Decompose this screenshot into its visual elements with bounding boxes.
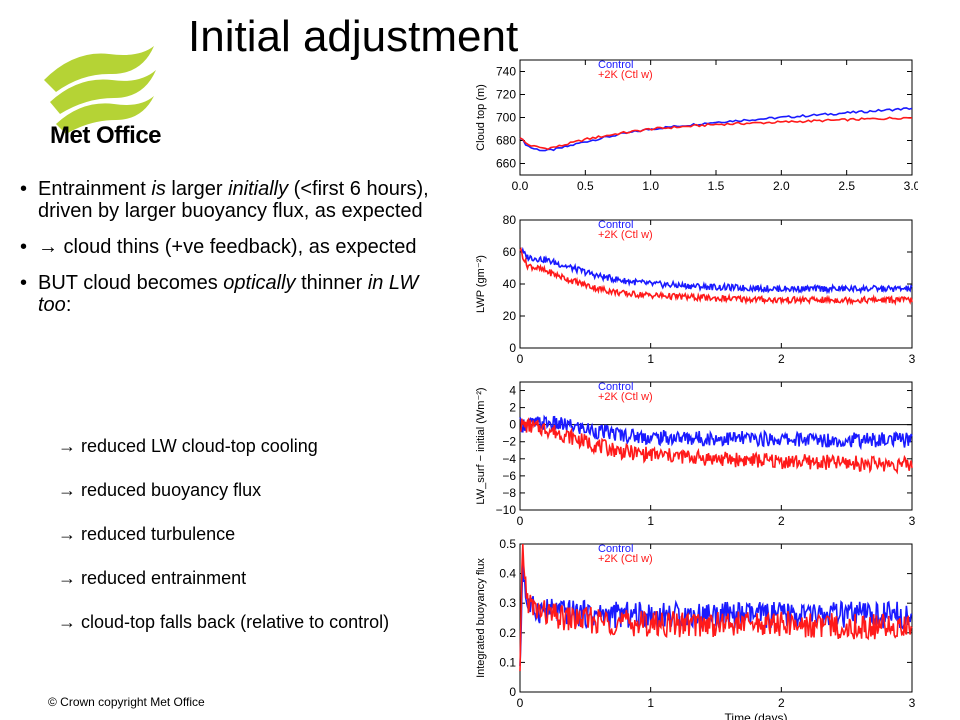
x-tick-label: 2.5 [838, 179, 855, 193]
y-axis-label: LWP (gm⁻²) [475, 255, 487, 313]
series-line [519, 417, 913, 475]
y-axis-label: LW_surf − initial (Wm⁻²) [475, 387, 487, 504]
plot-frame [519, 59, 913, 176]
sub-item: → cloud-top falls back (relative to cont… [58, 612, 390, 632]
y-tick-label: 0.5 [499, 537, 516, 551]
y-tick-label: −8 [502, 486, 516, 500]
x-axis-label: Time (days) [725, 711, 788, 720]
x-tick-label: 0 [517, 696, 524, 710]
cloud-top-chart: 0.0 0.5 1.0 1.5 2.0 2.5 3.0 660 680 700 720 740 Clou… [475, 59, 918, 193]
sub-item: → reduced LW cloud-top cooling [58, 436, 318, 456]
lw-surf-chart: 0 1 2 3 −10 −8 −6 −4 −2 0 2 4 LW_surf − initial (Wm⁻… [475, 381, 916, 528]
legend-entry: Control [598, 543, 633, 555]
y-tick-label: 80 [503, 214, 517, 227]
x-tick-label: 3 [909, 696, 916, 710]
series-line [519, 107, 913, 152]
y-tick-label: 0 [509, 685, 516, 699]
bullet-list: • Entrainment is larger initially (<first… [20, 178, 440, 330]
legend-entry: +2K (Ctl w) [598, 69, 653, 81]
x-tick-label: 1.5 [708, 179, 725, 193]
x-tick-label: 0.0 [512, 179, 529, 193]
buoyancy-flux-chart: 0 1 2 3 0 0.1 0.2 0.3 0.4 0.5 Integrated buoyancy … [475, 537, 916, 720]
lwp-chart: 0 1 2 3 0 20 40 60 80 LWP (gm⁻²) Control+2K (Ctl w… [475, 214, 916, 366]
x-tick-label: 2 [778, 696, 785, 710]
legend-entry: Control [598, 381, 633, 393]
x-tick-label: 1 [647, 352, 654, 366]
series-line [519, 543, 913, 672]
legend-entry: Control [598, 59, 633, 71]
copyright-text: © Crown copyright Met Office [48, 695, 205, 709]
y-tick-label: 680 [496, 134, 516, 148]
y-tick-label: −6 [502, 469, 516, 483]
met-office-logo-icon [44, 46, 156, 134]
y-tick-label: 2 [509, 401, 516, 415]
y-axis-label: Integrated buoyancy flux [475, 558, 487, 678]
sub-item: → reduced turbulence [58, 524, 236, 544]
x-tick-label: 2.0 [773, 179, 790, 193]
x-tick-label: 2 [778, 514, 785, 528]
x-tick-label: 1 [647, 696, 654, 710]
legend-entry: +2K (Ctl w) [598, 553, 653, 565]
y-tick-label: 720 [496, 88, 516, 102]
y-tick-label: 0.4 [499, 567, 516, 581]
logo-text: Met Office [50, 122, 162, 149]
y-tick-label: 60 [503, 245, 517, 259]
legend-entry: +2K (Ctl w) [598, 229, 653, 241]
y-tick-label: 660 [496, 157, 516, 171]
y-tick-label: 0.3 [499, 596, 516, 610]
y-tick-label: 0.2 [499, 626, 516, 640]
y-tick-label: −10 [496, 503, 517, 517]
x-tick-label: 1 [647, 514, 654, 528]
series-line [519, 246, 913, 295]
x-tick-label: 3.0 [904, 179, 918, 193]
x-tick-label: 1.0 [642, 179, 659, 193]
series-line [519, 246, 913, 306]
x-tick-label: 0 [517, 514, 524, 528]
x-tick-label: 3 [909, 352, 916, 366]
x-tick-label: 2 [778, 352, 785, 366]
legend-entry: +2K (Ctl w) [598, 391, 653, 403]
x-tick-label: 0 [517, 352, 524, 366]
sub-item: → reduced buoyancy flux [58, 480, 262, 500]
y-tick-label: 0.1 [499, 655, 516, 669]
y-tick-label: −4 [502, 452, 516, 466]
slide-title: Initial adjustment [188, 12, 519, 61]
sub-bullet-list: → reduced LW cloud-top cooling → reduced… [58, 436, 438, 656]
bullet-item: • BUT cloud becomes optically thinner in … [20, 272, 419, 316]
y-tick-label: 740 [496, 65, 516, 79]
bullet-item: • → cloud thins (+ve feedback), as expect… [20, 236, 417, 258]
y-tick-label: 0 [509, 341, 516, 355]
sub-item: → reduced entrainment [58, 568, 247, 588]
series-line [519, 414, 913, 451]
legend-entry: Control [598, 219, 633, 231]
plot-frame [519, 543, 913, 693]
y-tick-label: 40 [503, 277, 517, 291]
x-tick-label: 0.5 [577, 179, 594, 193]
bullet-item: • Entrainment is larger initially (<first… [20, 178, 429, 222]
y-tick-label: 700 [496, 111, 516, 125]
x-tick-label: 3 [909, 514, 916, 528]
y-tick-label: 0 [509, 418, 516, 432]
series-line [519, 116, 912, 151]
y-tick-label: 4 [509, 384, 516, 398]
y-tick-label: 20 [503, 309, 517, 323]
plot-frame [519, 381, 913, 511]
y-tick-label: −2 [502, 435, 516, 449]
y-axis-label: Cloud top (m) [475, 84, 487, 151]
